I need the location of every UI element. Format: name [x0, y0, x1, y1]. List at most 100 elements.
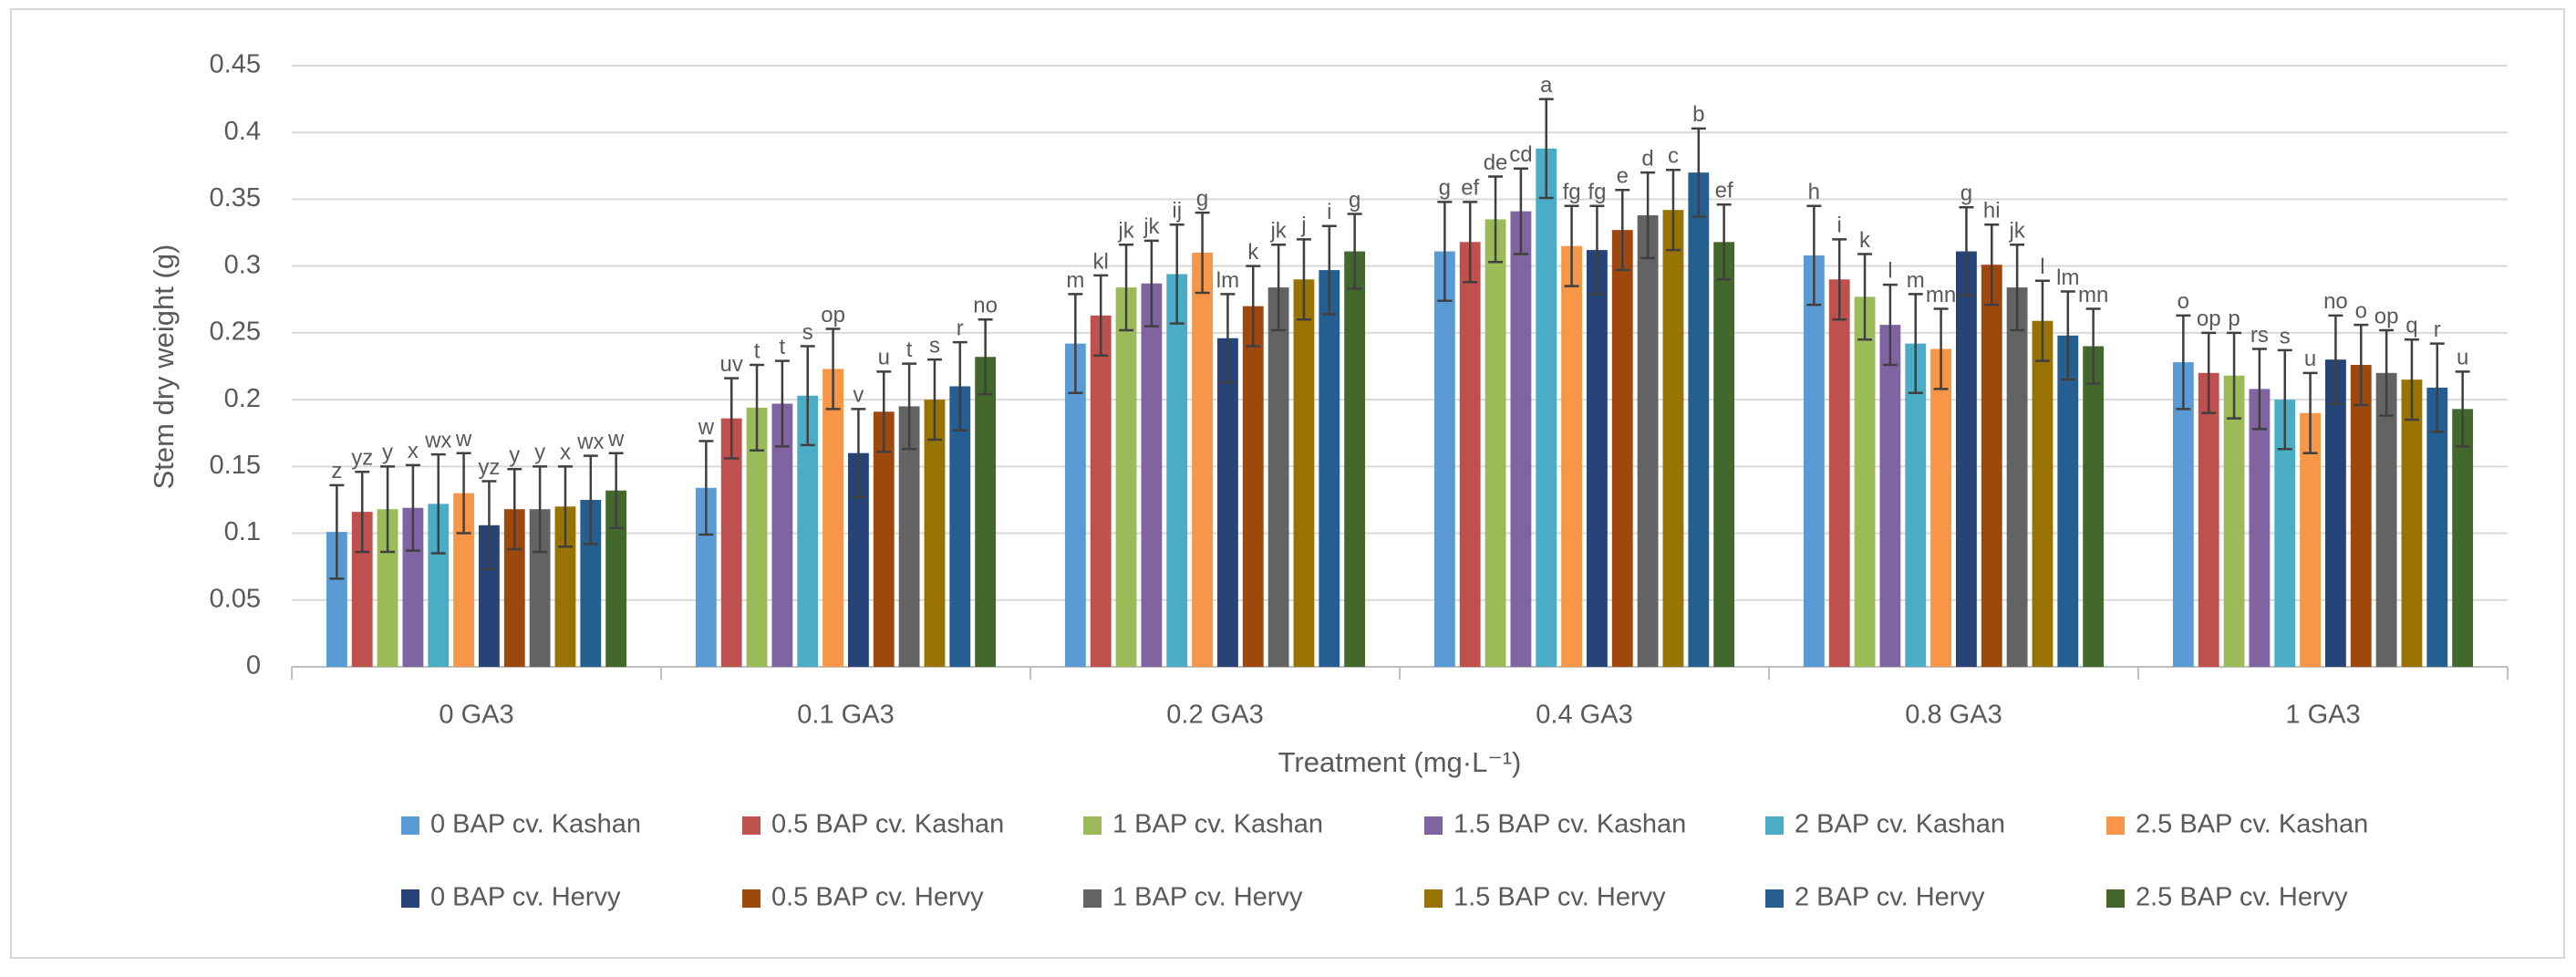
- significance-letter: mn: [1926, 283, 1956, 307]
- error-bar: [2455, 370, 2470, 448]
- bar: [1433, 251, 1455, 667]
- significance-letter: t: [906, 338, 913, 362]
- significance-letter: op: [2197, 307, 2221, 331]
- significance-letter: lm: [1216, 268, 1239, 293]
- significance-letter: lm: [2056, 265, 2079, 290]
- bar: [924, 400, 946, 667]
- error-bar: [1437, 201, 1453, 302]
- significance-letter: yz: [478, 455, 500, 480]
- legend-swatch: [2106, 816, 2125, 835]
- bar: [1905, 343, 1927, 667]
- significance-letter: w: [698, 415, 715, 440]
- y-tick-label: 0.15: [210, 451, 261, 480]
- significance-letter: jk: [1143, 214, 1160, 239]
- legend-swatch: [1424, 816, 1443, 835]
- error-bar: [608, 452, 624, 529]
- bar: [2083, 346, 2105, 667]
- significance-letter: rs: [2250, 323, 2269, 348]
- bar: [479, 525, 500, 667]
- bar: [453, 493, 474, 667]
- bar: [377, 509, 398, 667]
- error-bar: [1615, 188, 1630, 272]
- significance-letter: jk: [1269, 219, 1287, 244]
- error-bar: [1093, 274, 1109, 358]
- bar: [695, 487, 717, 667]
- bar: [1587, 250, 1608, 667]
- x-tick-label: 0 GA3: [439, 701, 513, 730]
- significance-letter: k: [1859, 228, 1871, 253]
- significance-letter: op: [2374, 304, 2399, 328]
- bar: [848, 452, 869, 667]
- error-bar: [698, 440, 714, 536]
- x-tick-label: 1 GA3: [2285, 701, 2360, 730]
- error-bar: [1589, 204, 1605, 296]
- bar: [746, 407, 768, 667]
- bar: [1090, 315, 1112, 667]
- error-bar: [926, 358, 942, 442]
- error-bar: [2277, 348, 2292, 451]
- significance-letter: r: [957, 316, 964, 340]
- legend-label: 0 BAP cv. Hervy: [430, 883, 621, 912]
- significance-letter: g: [1960, 182, 1972, 206]
- significance-letter: no: [973, 294, 998, 318]
- bar: [1688, 172, 1710, 668]
- error-bar: [1463, 201, 1478, 284]
- error-bar: [1488, 175, 1504, 264]
- significance-letter: jk: [1117, 219, 1134, 244]
- error-bar: [876, 370, 892, 453]
- error-bar: [380, 465, 396, 554]
- bar: [1344, 251, 1366, 667]
- significance-letter: wx: [576, 430, 604, 454]
- bar: [1803, 255, 1825, 667]
- error-bar: [533, 465, 548, 554]
- error-bar: [2379, 328, 2395, 417]
- bar: [1981, 265, 2002, 667]
- significance-letter: cd: [1509, 142, 1532, 167]
- legend-swatch: [1765, 889, 1784, 908]
- error-bar: [405, 463, 420, 552]
- bar: [1166, 274, 1188, 667]
- significance-letter: i: [1837, 213, 1842, 238]
- bar: [797, 395, 819, 667]
- significance-letter: ef: [1715, 179, 1733, 203]
- significance-letter: u: [2457, 346, 2468, 370]
- significance-letter: kl: [1093, 249, 1109, 274]
- error-bar: [355, 470, 370, 554]
- x-tick-label: 0.1 GA3: [797, 701, 894, 730]
- legend-label: 2 BAP cv. Hervy: [1795, 883, 1985, 912]
- error-bar: [1665, 168, 1681, 252]
- legend-label: 0.5 BAP cv. Kashan: [771, 810, 1004, 839]
- significance-letter: t: [780, 335, 786, 359]
- error-bar: [456, 452, 471, 535]
- y-tick-label: 0.35: [210, 183, 261, 213]
- y-tick-label: 0.05: [210, 584, 261, 613]
- bar: [720, 418, 742, 667]
- y-tick-label: 0.4: [224, 117, 261, 146]
- error-bar: [952, 340, 967, 432]
- bar: [2375, 372, 2397, 667]
- legend-swatch: [1083, 816, 1102, 835]
- bar: [1141, 283, 1163, 667]
- legend-label: 2.5 BAP cv. Kashan: [2136, 810, 2368, 839]
- significance-letter: no: [2323, 289, 2348, 314]
- y-tick-label: 0: [246, 651, 261, 681]
- significance-letter: l: [2040, 255, 2044, 279]
- legend-swatch: [2106, 889, 2125, 908]
- significance-letter: yz: [351, 446, 373, 471]
- bar: [1879, 325, 1901, 667]
- y-tick-label: 0.3: [224, 250, 261, 279]
- legend-label: 2 BAP cv. Kashan: [1795, 810, 2005, 839]
- error-bar: [1640, 171, 1656, 260]
- significance-letter: s: [2280, 324, 2291, 348]
- error-bar: [2354, 323, 2369, 407]
- error-bar: [1246, 265, 1261, 348]
- significance-letter: z: [331, 459, 342, 483]
- error-bar: [1220, 293, 1236, 384]
- bar: [351, 512, 373, 667]
- significance-letter: op: [821, 303, 845, 327]
- bar: [1662, 210, 1684, 667]
- legend-label: 1.5 BAP cv. Hervy: [1454, 883, 1666, 912]
- error-bar: [2251, 348, 2267, 431]
- bar: [1930, 348, 1951, 667]
- bar: [1485, 219, 1506, 667]
